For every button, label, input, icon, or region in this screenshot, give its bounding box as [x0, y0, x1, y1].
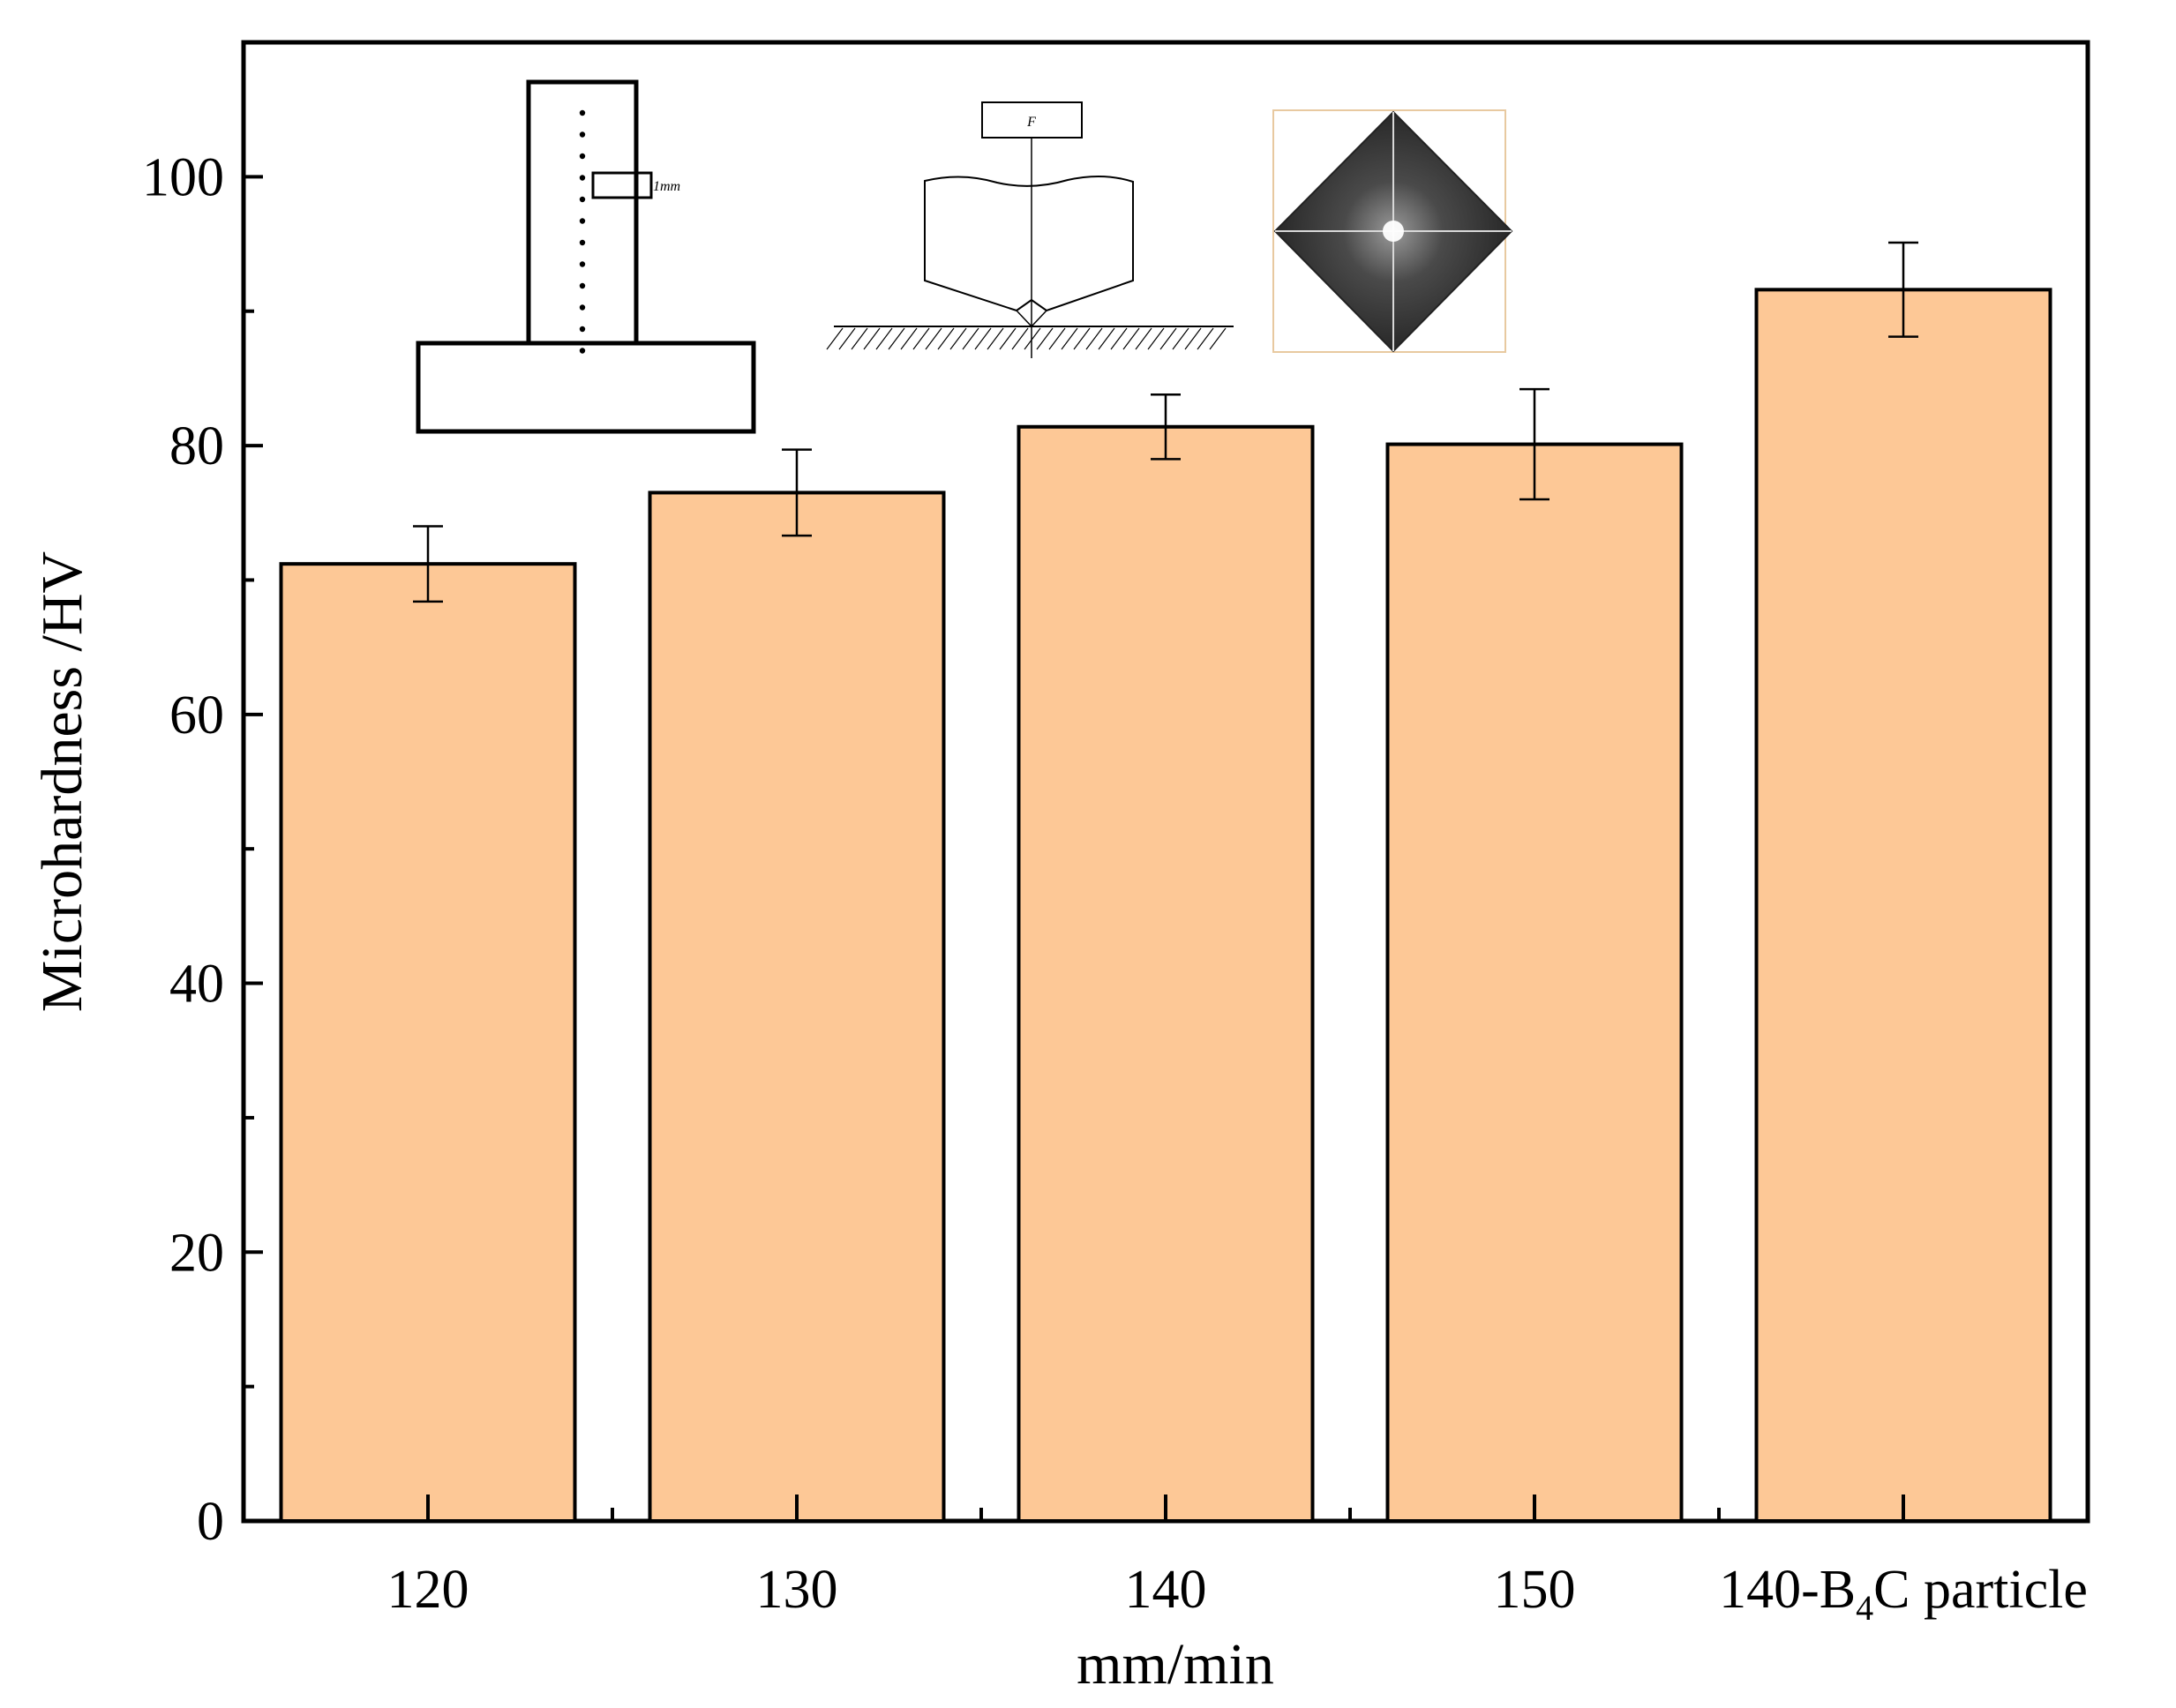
- hatch-line: [900, 327, 918, 350]
- hatch-line: [1147, 327, 1165, 350]
- specimen-hatching: [826, 327, 1227, 350]
- hatch-line: [1172, 327, 1189, 350]
- indenter-tip-right: [1031, 310, 1047, 327]
- hatch-line: [838, 327, 856, 350]
- hatch-line: [1048, 327, 1066, 350]
- measurement-dot: [579, 175, 586, 181]
- bar: [1017, 424, 1315, 1523]
- bar: [1385, 442, 1684, 1523]
- measurement-dot: [579, 326, 586, 333]
- measurement-dot: [579, 239, 586, 246]
- hatch-line: [999, 327, 1017, 350]
- bar: [1754, 288, 2052, 1523]
- hatch-line: [888, 327, 905, 350]
- hatch-line: [1184, 327, 1202, 350]
- hatch-line: [1085, 327, 1103, 350]
- measurement-dot: [579, 348, 586, 354]
- hatch-line: [863, 327, 881, 350]
- measurement-dot: [579, 218, 586, 224]
- x-tick-label: 140-B4C particle: [1719, 1560, 2088, 1628]
- x-tick-label: 120: [387, 1560, 469, 1620]
- measurement-dot: [579, 261, 586, 267]
- y-tick-label: 20: [169, 1223, 224, 1283]
- indentation-micrograph-inset: [1272, 109, 1513, 353]
- hatch-line: [937, 327, 955, 350]
- measurement-points: [579, 109, 586, 354]
- y-tick-label: 40: [169, 955, 224, 1015]
- hatch-line: [925, 327, 942, 350]
- measurement-dot: [579, 109, 586, 116]
- x-tick-label: 130: [756, 1560, 838, 1620]
- x-tick-label: 140: [1125, 1560, 1207, 1620]
- hatch-line: [1110, 327, 1128, 350]
- bar: [279, 562, 577, 1523]
- hatch-line: [1159, 327, 1177, 350]
- hatch-line: [1122, 327, 1140, 350]
- indent-center-glare: [1383, 221, 1404, 242]
- x-axis-title: mm/min: [1077, 1632, 1274, 1697]
- sample-base-plate: [416, 341, 756, 434]
- hatch-line: [1024, 327, 1041, 350]
- x-axis: 120 130 140 150 140-B4C particle: [387, 1494, 2088, 1628]
- hatch-line: [974, 327, 992, 350]
- measurement-dot: [579, 196, 586, 203]
- indenter-tip-left: [1016, 310, 1032, 327]
- hatch-line: [826, 327, 844, 350]
- hatch-line: [875, 327, 893, 350]
- y-tick-label: 100: [142, 147, 224, 207]
- scale-box: [591, 171, 653, 199]
- y-axis: 0 20 40 60 80 100: [142, 147, 263, 1552]
- x-tick-label: 150: [1494, 1560, 1576, 1620]
- hatch-line: [987, 327, 1004, 350]
- measurement-dot: [579, 304, 586, 311]
- measurement-dot: [579, 131, 586, 138]
- measurement-dot: [579, 282, 586, 289]
- sample-upper-block: [526, 79, 639, 346]
- bars-layer: [279, 241, 2052, 1523]
- hatch-line: [962, 327, 979, 350]
- measurement-dot: [579, 153, 586, 160]
- hatch-line: [1036, 327, 1054, 350]
- indenter-schematic-inset: F: [826, 101, 1234, 358]
- indenter-body: [924, 175, 1134, 312]
- bar: [648, 491, 946, 1523]
- hatch-line: [1098, 327, 1115, 350]
- y-tick-label: 80: [169, 416, 224, 476]
- hatch-line: [1135, 327, 1152, 350]
- hatch-line: [1061, 327, 1078, 350]
- hatch-line: [1011, 327, 1029, 350]
- y-axis-title: Microhardness /HV: [30, 551, 94, 1012]
- hatch-line: [851, 327, 868, 350]
- hatch-line: [1073, 327, 1091, 350]
- y-tick-label: 0: [197, 1492, 224, 1552]
- sample-schematic-inset: 1mm: [416, 79, 756, 434]
- force-label: F: [1026, 115, 1036, 130]
- hatch-line: [1197, 327, 1214, 350]
- y-tick-label: 60: [169, 685, 224, 745]
- hatch-line: [912, 327, 930, 350]
- scale-label: 1mm: [653, 179, 680, 194]
- hatch-line: [1209, 327, 1227, 350]
- hatch-line: [949, 327, 967, 350]
